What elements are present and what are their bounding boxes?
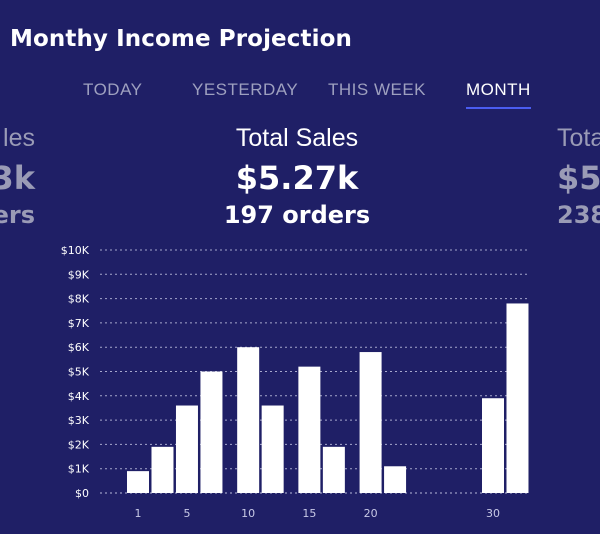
sales-chart: $0 $1K $2K $3K $4K $5K $6K $7K $8K $9K $10K 1 5 10 15 2… [0,240,600,530]
y-tick-label: $2K [68,438,90,451]
tab-label: TODAY [83,80,143,99]
y-tick-label: $7K [68,317,90,330]
sales-card-previous[interactable]: les 3k lers [0,124,35,229]
x-tick-label: 30 [486,507,500,520]
x-tick-label: 5 [183,507,190,520]
card-amount: 3k [0,159,35,197]
tab-label: THIS WEEK [328,80,427,99]
bar [237,347,260,493]
card-title: Tota [557,124,600,152]
card-amount: $5.27k [235,159,359,197]
tab-yesterday[interactable]: YESTERDAY [192,80,298,100]
y-tick-label: $6K [68,341,90,354]
sales-card-current[interactable]: Total Sales $5.27k 197 orders [177,124,417,229]
x-tick-label: 20 [364,507,378,520]
bar [359,352,382,493]
bar [261,405,284,493]
bar [482,398,504,493]
y-tick-label: $10K [61,244,90,257]
page-title: Monthy Income Projection [10,26,352,52]
bar [175,405,198,493]
y-tick-label: $8K [68,293,90,306]
bar [127,471,149,493]
sales-card-next[interactable]: Tota $5 238 [557,124,600,229]
y-tick-label: $0 [75,487,89,500]
card-orders: lers [0,201,35,229]
card-amount: $5 [557,159,600,197]
period-tabs: TODAY YESTERDAY THIS WEEK MONTH [0,80,600,112]
bar [200,371,223,493]
card-orders: 238 [557,201,600,229]
tab-label: MONTH [466,80,531,99]
card-title: Total Sales [235,124,359,152]
tab-month[interactable]: MONTH [466,80,531,109]
y-tick-label: $3K [68,414,90,427]
y-tick-label: $1K [68,463,90,476]
y-tick-label: $9K [68,268,90,281]
card-title: les [3,124,35,152]
active-tab-underline [466,107,531,109]
y-tick-label: $4K [68,390,90,403]
bar [506,303,529,493]
y-tick-label: $5K [68,366,90,379]
tab-this-week[interactable]: THIS WEEK [328,80,426,100]
bar [298,366,321,493]
tab-today[interactable]: TODAY [83,80,143,100]
bar [151,446,174,493]
sales-carousel[interactable]: les 3k lers Total Sales $5.27k 197 order… [0,124,600,244]
x-tick-label: 10 [241,507,255,520]
card-orders: 197 orders [223,201,371,229]
x-tick-label: 1 [135,507,142,520]
bar [384,466,407,493]
tab-label: YESTERDAY [192,80,299,99]
x-tick-label: 15 [302,507,316,520]
bar [322,446,345,493]
